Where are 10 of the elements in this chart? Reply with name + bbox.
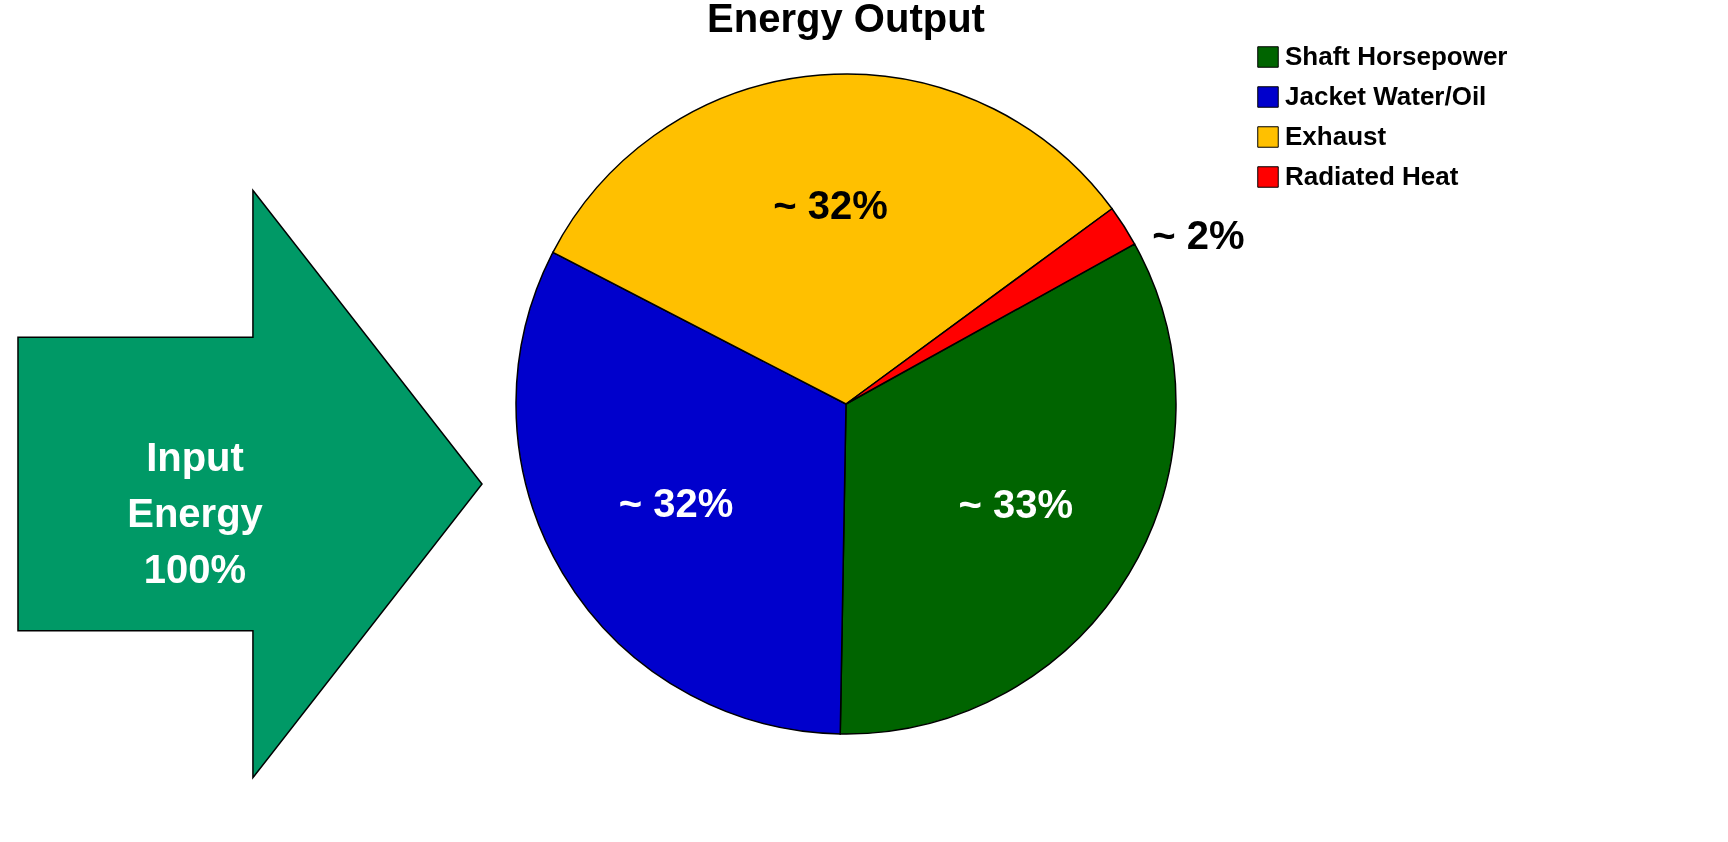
data-label: ~ 32%	[618, 481, 734, 526]
data-label: ~ 33%	[958, 481, 1073, 526]
legend-label: Radiated Heat	[1285, 161, 1459, 191]
chart-title: Energy Output	[707, 0, 985, 40]
data-label: ~ 32%	[773, 182, 888, 227]
legend-label: Jacket Water/Oil	[1285, 81, 1487, 111]
text: Input Energy 100%	[127, 435, 264, 591]
legend-label: Exhaust	[1285, 121, 1387, 151]
data-label: ~ 2%	[1152, 212, 1245, 257]
legend-label: Shaft Horsepower	[1285, 41, 1508, 71]
